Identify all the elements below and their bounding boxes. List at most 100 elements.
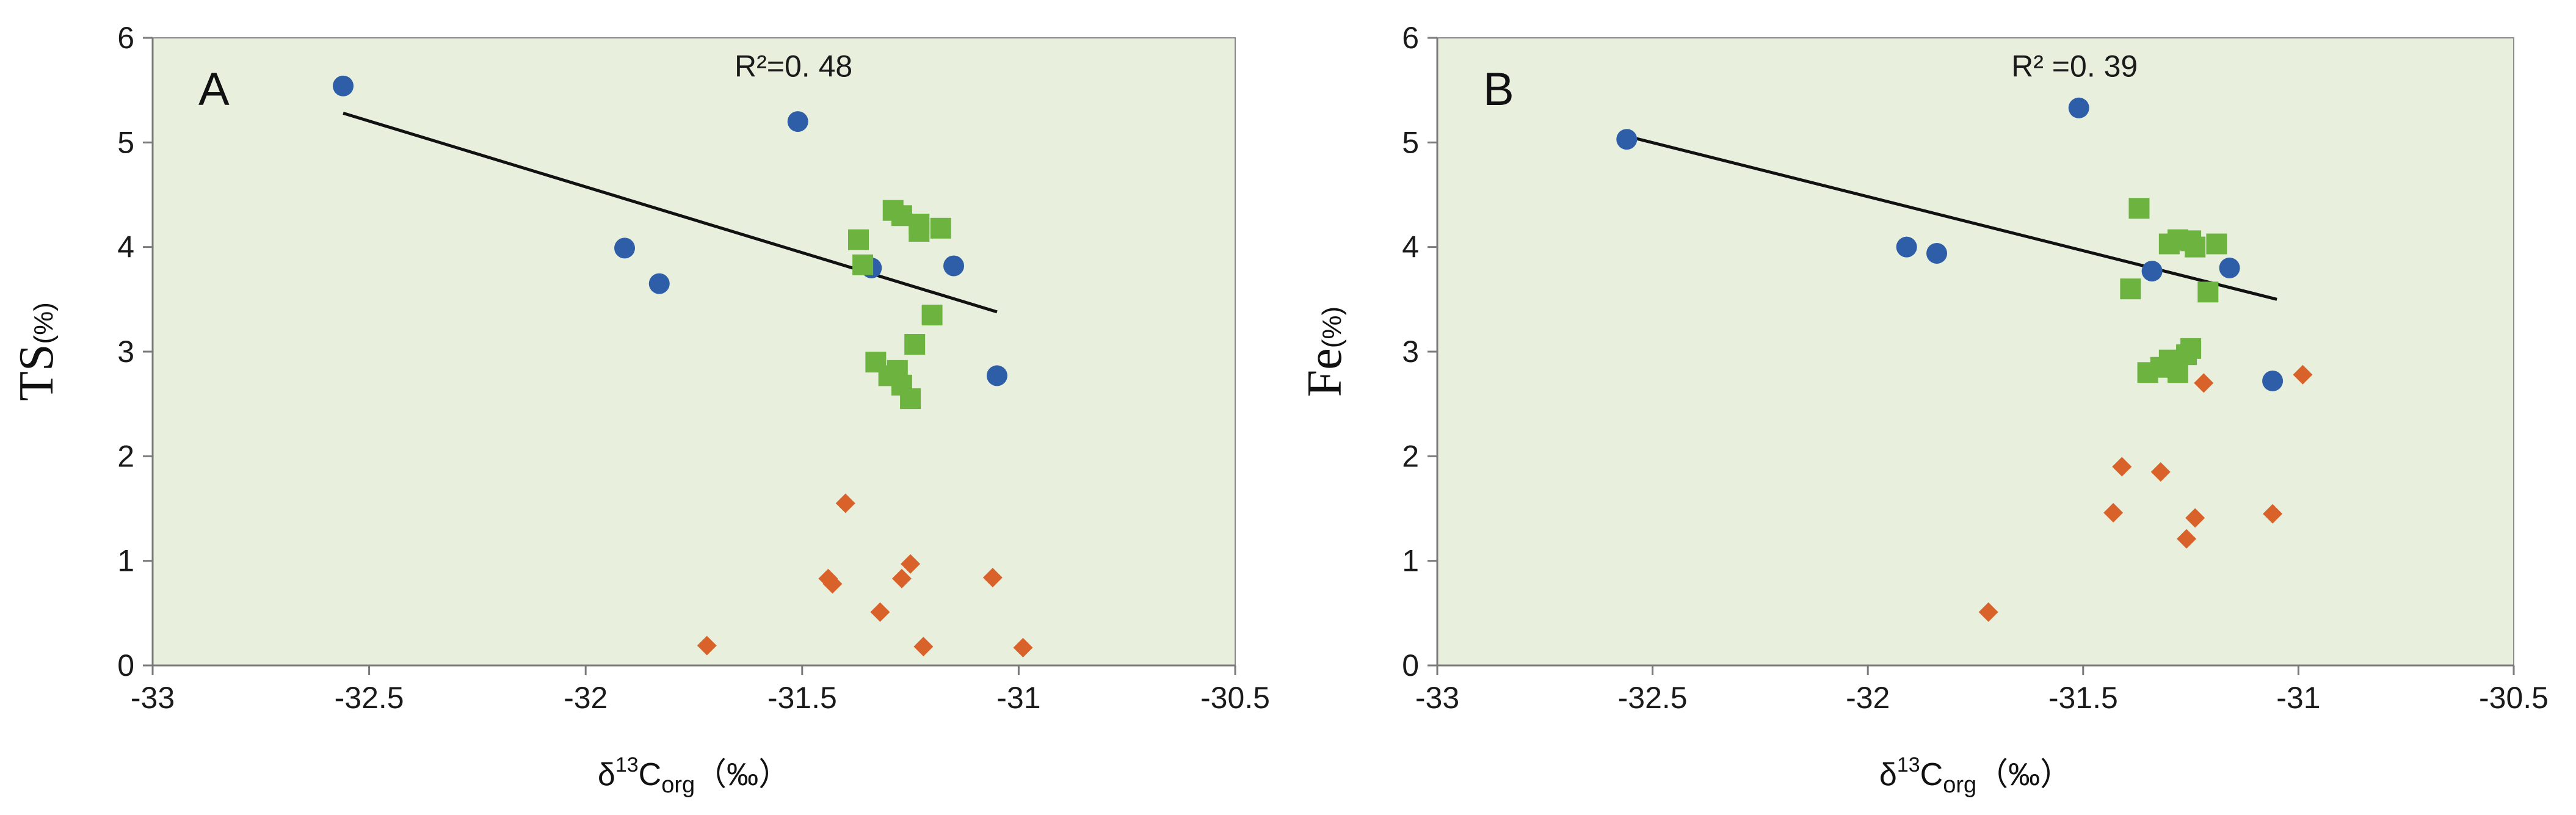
data-point-square bbox=[2185, 236, 2206, 258]
x-tick-label: -30.5 bbox=[2479, 681, 2549, 715]
y-tick-label: 3 bbox=[1402, 335, 1419, 369]
x-axis-title-sup: 13 bbox=[615, 753, 639, 777]
data-point-square bbox=[909, 213, 930, 234]
data-point-circle bbox=[1616, 129, 1638, 150]
plot-area bbox=[152, 37, 1236, 666]
x-axis-title-unit: （‰） bbox=[695, 757, 790, 792]
data-point-square bbox=[852, 254, 874, 275]
x-axis-title-unit: （‰） bbox=[1976, 757, 2072, 792]
y-tick-label: 4 bbox=[1402, 230, 1419, 264]
data-point-circle bbox=[2068, 97, 2089, 118]
x-tick-label: -33 bbox=[131, 681, 175, 715]
y-tick-label: 4 bbox=[117, 230, 134, 264]
x-tick-label: -31 bbox=[996, 681, 1040, 715]
data-point-circle bbox=[2262, 370, 2284, 391]
y-tick-label: 1 bbox=[117, 544, 134, 578]
y-axis-title-name: TS bbox=[10, 344, 63, 401]
y-tick-label: 1 bbox=[1402, 544, 1419, 578]
x-tick-label: -32 bbox=[1846, 681, 1890, 715]
r-squared-annotation: R²=0. 48 bbox=[735, 49, 852, 83]
series-squares bbox=[847, 200, 951, 410]
x-tick-label: -31.5 bbox=[2048, 681, 2118, 715]
data-point-circle bbox=[1896, 236, 1917, 258]
y-tick-label: 3 bbox=[117, 335, 134, 369]
data-point-square bbox=[930, 217, 951, 239]
x-axis-title-sup: 13 bbox=[1897, 753, 1920, 777]
series-circles bbox=[1616, 97, 2284, 391]
y-tick-label: 0 bbox=[1402, 648, 1419, 683]
data-point-diamond bbox=[2150, 462, 2171, 482]
x-tick-label: -32 bbox=[564, 681, 608, 715]
x-axis-title-prefix: δ bbox=[598, 757, 615, 792]
data-point-diamond bbox=[697, 636, 717, 656]
data-point-square bbox=[847, 229, 869, 250]
plot-area bbox=[1437, 37, 2514, 666]
series-squares bbox=[2120, 198, 2227, 383]
data-point-diamond bbox=[1978, 602, 1998, 622]
trendline bbox=[1630, 136, 2277, 301]
y-tick-label: 0 bbox=[117, 648, 134, 683]
x-axis-title: δ13Corg（‰） bbox=[1879, 753, 2072, 798]
data-point-square bbox=[2120, 278, 2141, 300]
panel-b-chart: 0 1 2 3 4 5 6 -33 -32.5 -32 -31.5 -31 -30.5 Fe(%) δ13C… bbox=[1298, 21, 2549, 798]
y-tick-label: 2 bbox=[117, 439, 134, 473]
data-point-square bbox=[904, 334, 926, 355]
data-point-circle bbox=[2141, 261, 2163, 282]
x-tick-label: -30.5 bbox=[1200, 681, 1270, 715]
x-axis-title-prefix: δ bbox=[1879, 757, 1897, 792]
y-axis-title: Fe(%) bbox=[1298, 306, 1352, 397]
x-tick-label: -32.5 bbox=[335, 681, 404, 715]
data-point-diamond bbox=[2103, 502, 2124, 523]
x-tick-label: -31 bbox=[2276, 681, 2320, 715]
data-point-diamond bbox=[2194, 373, 2214, 393]
y-axis-title: TS(%) bbox=[10, 302, 63, 401]
y-axis-title-unit: (%) bbox=[29, 302, 59, 344]
panel-a-chart: 0 1 2 3 4 5 6 -33 -32.5 -32 -31.5 -31 -30.5 TS(%) δ13C… bbox=[10, 21, 1270, 798]
x-axis-title-base: C bbox=[1920, 757, 1943, 792]
y-tick-label: 6 bbox=[117, 21, 134, 55]
data-point-diamond bbox=[2263, 504, 2283, 524]
x-axis-title-sub: org bbox=[1943, 772, 1976, 798]
data-point-diamond bbox=[2177, 529, 2197, 549]
x-axis-title: δ13Corg（‰） bbox=[598, 753, 790, 798]
y-axis-title-unit: (%) bbox=[1317, 306, 1347, 348]
data-point-circle bbox=[986, 365, 1007, 386]
data-point-circle bbox=[1926, 242, 1948, 264]
y-tick-label: 5 bbox=[117, 125, 134, 159]
series-diamonds bbox=[697, 493, 1033, 657]
data-point-square bbox=[921, 305, 943, 326]
panel-label: A bbox=[198, 63, 230, 115]
series-diamonds bbox=[1978, 364, 2313, 622]
x-tick-label: -32.5 bbox=[1618, 681, 1688, 715]
x-tick-label: -31.5 bbox=[767, 681, 837, 715]
data-point-diamond bbox=[913, 637, 934, 657]
y-tick-label: 5 bbox=[1402, 125, 1419, 159]
x-tick-label: -33 bbox=[1415, 681, 1459, 715]
y-axis-title-name: Fe bbox=[1298, 348, 1352, 397]
data-point-square bbox=[2206, 233, 2227, 255]
x-axis-title-sub: org bbox=[661, 772, 695, 798]
data-point-square bbox=[2167, 362, 2188, 383]
data-point-diamond bbox=[891, 568, 912, 589]
data-point-circle bbox=[943, 255, 965, 277]
data-point-square bbox=[2128, 198, 2150, 219]
y-tick-label: 2 bbox=[1402, 439, 1419, 473]
data-point-square bbox=[900, 388, 921, 410]
data-point-diamond bbox=[2185, 508, 2205, 528]
data-point-diamond bbox=[835, 493, 855, 513]
data-point-circle bbox=[614, 237, 636, 259]
data-point-diamond bbox=[822, 574, 843, 594]
r-squared-annotation: R² =0. 39 bbox=[2011, 49, 2138, 83]
y-tick-label: 6 bbox=[1402, 21, 1419, 55]
data-point-circle bbox=[333, 75, 354, 96]
data-point-diamond bbox=[901, 554, 921, 574]
data-point-circle bbox=[2219, 257, 2240, 278]
data-point-square bbox=[2197, 281, 2219, 303]
panel-label: B bbox=[1483, 63, 1514, 115]
data-point-diamond bbox=[2293, 364, 2313, 385]
data-point-diamond bbox=[982, 568, 1003, 588]
data-point-square bbox=[2137, 362, 2158, 383]
data-point-circle bbox=[648, 273, 670, 294]
data-point-diamond bbox=[1013, 637, 1033, 657]
